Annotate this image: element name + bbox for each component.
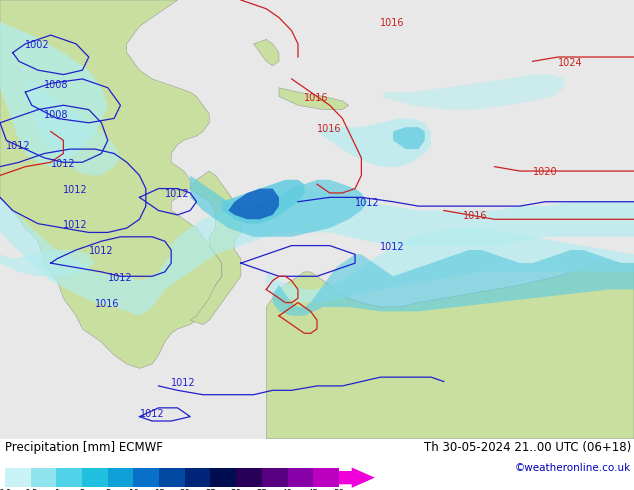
Polygon shape (0, 22, 108, 167)
Text: 1008: 1008 (44, 110, 69, 121)
Polygon shape (190, 171, 241, 324)
Text: 1012: 1012 (89, 246, 113, 256)
Polygon shape (228, 189, 279, 220)
Text: 1016: 1016 (463, 211, 488, 221)
Bar (82, 468, 108, 487)
Text: 40: 40 (282, 489, 293, 490)
Bar (133, 468, 159, 487)
Bar (185, 468, 210, 487)
Text: 1012: 1012 (165, 189, 190, 199)
Text: Th 30-05-2024 21..00 UTC (06+18): Th 30-05-2024 21..00 UTC (06+18) (424, 441, 631, 454)
Polygon shape (0, 250, 95, 276)
Text: 1002: 1002 (25, 40, 50, 50)
Text: 1024: 1024 (558, 58, 583, 68)
Text: 1012: 1012 (171, 378, 196, 388)
Text: 5: 5 (105, 489, 110, 490)
Polygon shape (380, 74, 564, 110)
Bar (159, 468, 184, 487)
Text: 45: 45 (307, 489, 319, 490)
Polygon shape (0, 189, 634, 316)
Polygon shape (393, 127, 425, 149)
Text: 1016: 1016 (304, 93, 329, 103)
Text: 1012: 1012 (380, 242, 405, 252)
Polygon shape (0, 0, 222, 368)
Text: 1012: 1012 (63, 185, 88, 195)
Polygon shape (222, 180, 304, 223)
Text: 10: 10 (128, 489, 139, 490)
Text: 1012: 1012 (355, 198, 380, 208)
Bar (236, 468, 262, 487)
Polygon shape (266, 228, 634, 303)
Bar (210, 468, 236, 487)
Text: 1016: 1016 (317, 123, 342, 134)
Text: 1008: 1008 (44, 80, 69, 90)
Text: 1012: 1012 (51, 159, 75, 169)
Text: 2: 2 (79, 489, 85, 490)
Text: 15: 15 (153, 489, 165, 490)
Bar (313, 468, 339, 487)
Polygon shape (279, 88, 349, 110)
Text: Precipitation [mm] ECMWF: Precipitation [mm] ECMWF (5, 441, 163, 454)
Text: 1020: 1020 (533, 168, 557, 177)
Text: 1012: 1012 (139, 409, 164, 418)
Bar (30, 468, 56, 487)
Text: 0.5: 0.5 (24, 489, 37, 490)
Polygon shape (254, 40, 279, 66)
Bar (5, 468, 30, 487)
Text: 1012: 1012 (6, 141, 31, 151)
Polygon shape (317, 119, 431, 167)
Bar (262, 468, 287, 487)
Text: 0.1: 0.1 (0, 489, 12, 490)
FancyArrow shape (339, 467, 375, 488)
Polygon shape (25, 79, 120, 175)
Polygon shape (190, 175, 368, 237)
Text: 1: 1 (54, 489, 59, 490)
Polygon shape (266, 263, 634, 439)
Text: 20: 20 (179, 489, 190, 490)
Text: 1012: 1012 (108, 272, 133, 283)
Text: 1016: 1016 (380, 18, 405, 28)
Text: 30: 30 (231, 489, 242, 490)
Text: 25: 25 (205, 489, 216, 490)
Bar (108, 468, 133, 487)
Text: ©weatheronline.co.uk: ©weatheronline.co.uk (515, 464, 631, 473)
Polygon shape (273, 250, 634, 316)
Text: 50: 50 (333, 489, 344, 490)
Text: 1016: 1016 (95, 299, 120, 309)
Text: 1012: 1012 (63, 220, 88, 230)
Bar (287, 468, 313, 487)
Bar (56, 468, 82, 487)
Text: 35: 35 (256, 489, 268, 490)
